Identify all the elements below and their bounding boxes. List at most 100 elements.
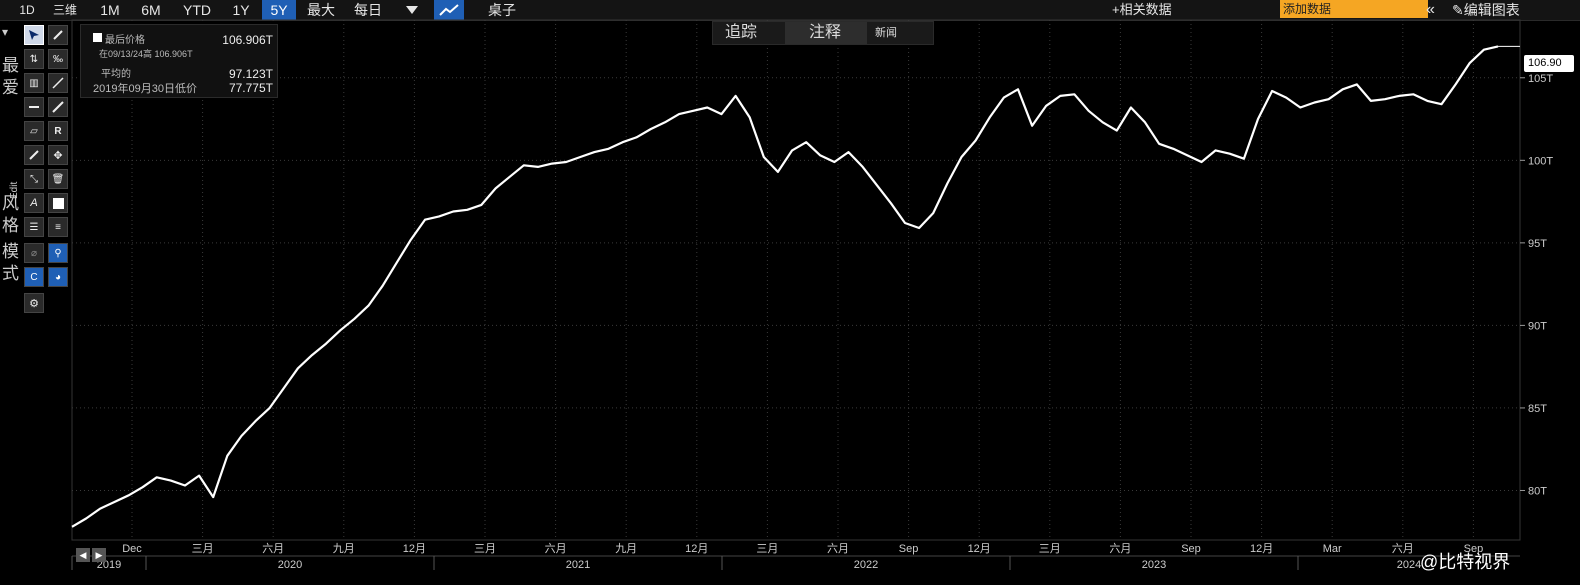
palette-button[interactable]: ◕ [48, 267, 68, 287]
x-tick-label: 六月 [827, 542, 849, 555]
last-price-tag: 106.90 [1524, 55, 1574, 72]
range-1d[interactable]: 1D [19, 3, 35, 17]
settings-button[interactable]: ⚙ [24, 293, 44, 313]
watermark: @比特视界 [1420, 552, 1511, 572]
x-axis-area: ◀ ▶ [72, 542, 1520, 585]
select-cursor-button[interactable] [24, 25, 44, 45]
pencil-tool-button[interactable] [24, 145, 44, 165]
eraser-icon: ⌀ [30, 247, 38, 259]
line-chart-toggle[interactable] [434, 0, 464, 20]
range-1y[interactable]: 1Y [232, 2, 250, 18]
x-tick-label: 六月 [1392, 542, 1414, 555]
range-6m[interactable]: 6M [141, 2, 161, 18]
retracement-icon: R [54, 125, 62, 137]
channel-button[interactable]: ▱ [24, 121, 44, 141]
eraser-button[interactable]: ⌀ [24, 243, 44, 263]
select-area-button[interactable]: ⤡ [24, 169, 44, 189]
x-tick-label: Mar [1323, 543, 1342, 555]
y-tick-label: 95T [1528, 238, 1547, 250]
frequency-select[interactable]: 每日 [354, 2, 382, 18]
trend-line-button[interactable] [48, 73, 68, 93]
legend-average-label: 平均的 [101, 69, 131, 80]
mode-label[interactable]: 模式 [2, 242, 19, 283]
plot-border [71, 19, 1521, 541]
color-button[interactable] [48, 193, 68, 213]
bars-button[interactable]: ▥ [24, 73, 44, 93]
edit-chart-button[interactable]: ✎编辑图表 [1452, 0, 1520, 20]
x-tick-label: 12月 [1250, 543, 1273, 555]
line-style-icon: ≡ [55, 221, 61, 233]
range-3d[interactable]: 三维 [52, 3, 77, 17]
range-5y[interactable]: 5Y [262, 0, 296, 20]
pen-icon [53, 30, 63, 40]
move-button[interactable]: ✥ [48, 145, 68, 165]
legend-last-price-date: 在09/13/24高 106.906T [99, 49, 193, 59]
line-chart-icon [439, 4, 459, 16]
legend-last-price-label: 最后价格 [105, 35, 145, 46]
ray-icon [52, 101, 64, 113]
horizontal-line-icon [29, 106, 39, 108]
text-style-button[interactable]: A [24, 193, 44, 213]
x-tick-label: Sep [899, 543, 919, 555]
drawing-toolbar: ▾ 最爱 Edit 风格 模式 ⇅ ‰ ▥ ▱ R ✥ ⤡ 🗑 A ☰ ≡ ⌀ … [0, 21, 75, 541]
x-tick-label: Dec [122, 543, 142, 555]
tab-tracking[interactable]: 追踪 [725, 24, 758, 41]
x-tick-label: 三月 [192, 543, 214, 555]
ray-button[interactable] [48, 97, 68, 117]
x-tick-label: 九月 [333, 542, 355, 555]
legend-low-value: 77.775T [228, 81, 273, 95]
range-ytd[interactable]: YTD [183, 2, 211, 18]
magnet-icon: ⚲ [54, 247, 62, 259]
line-weight-button[interactable]: ☰ [24, 217, 44, 237]
range-max[interactable]: 最大 [307, 2, 335, 18]
trend-line-icon [52, 77, 64, 89]
legend-low-label: 2019年09月30日低价 [93, 83, 197, 95]
range-1m[interactable]: 1M [100, 2, 120, 18]
magnet-button[interactable]: ⚲ [48, 243, 68, 263]
arrows-button[interactable]: ⇅ [24, 49, 44, 69]
bars-icon: ▥ [29, 77, 39, 89]
legend-last-price-value: 106.906T [222, 33, 273, 47]
x-tick-label: 九月 [615, 542, 637, 555]
percent-button[interactable]: ‰ [48, 49, 68, 69]
chart-title: 桌子 [488, 2, 516, 18]
x-tick-label: 12月 [968, 543, 991, 555]
palette-icon: ◕ [54, 271, 62, 283]
text-style-icon: A [30, 197, 38, 209]
percent-icon: ‰ [53, 53, 63, 65]
crosshair-button[interactable]: C [24, 267, 44, 287]
collapse-icon[interactable]: « [1426, 1, 1435, 18]
year-label: 2022 [854, 559, 878, 571]
pencil-tool-icon [29, 150, 39, 160]
year-label: 2021 [566, 559, 590, 571]
x-tick-label: Sep [1464, 543, 1484, 555]
favorites-label[interactable]: 最爱 [2, 56, 19, 97]
horizontal-line-button[interactable] [24, 97, 44, 117]
style-label[interactable]: 风格 [2, 194, 19, 235]
gear-icon: ⚙ [29, 297, 39, 310]
y-tick-label: 100T [1528, 155, 1553, 167]
price-series-line [71, 45, 1499, 528]
add-data-input[interactable]: 添加数据 [1280, 0, 1428, 18]
dropdown-icon[interactable]: ▾ [2, 25, 9, 39]
y-tick-label: 90T [1528, 320, 1547, 332]
y-tick-label: 85T [1528, 403, 1547, 415]
x-tick-label: 12月 [403, 543, 426, 555]
arrows-icon: ⇅ [29, 53, 39, 65]
cursor-icon [29, 30, 39, 40]
retracement-button[interactable]: R [48, 121, 68, 141]
tab-news[interactable]: 新闻 [875, 27, 897, 39]
line-style-button[interactable]: ≡ [48, 217, 68, 237]
scroll-right-button[interactable]: ▶ [92, 548, 106, 562]
year-label: 2024 [1397, 559, 1421, 571]
related-data-button[interactable]: +相关数据 [1112, 2, 1172, 17]
annotate-dropdown-button[interactable] [48, 25, 68, 45]
x-tick-label: 三月 [474, 543, 496, 555]
x-tick-label: 六月 [262, 542, 284, 555]
scroll-left-button[interactable]: ◀ [76, 548, 90, 562]
year-label: 2023 [1142, 559, 1166, 571]
delete-button[interactable]: 🗑 [48, 169, 68, 189]
chevron-down-icon[interactable] [404, 1, 420, 19]
tab-annotations[interactable]: 注释 [785, 22, 867, 44]
